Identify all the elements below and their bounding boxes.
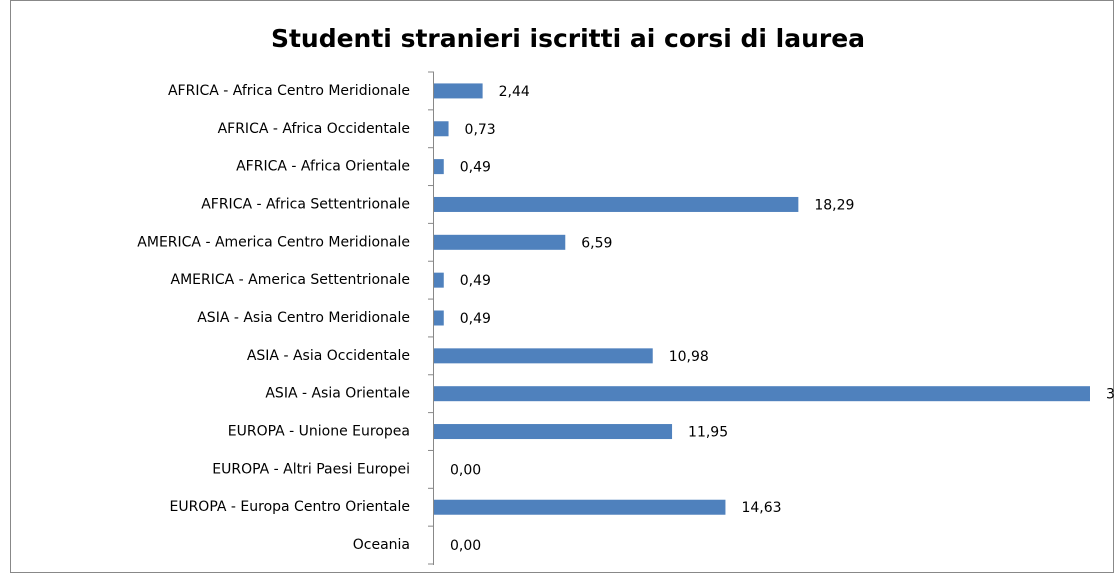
y-tick-label: EUROPA - Europa Centro Orientale xyxy=(169,499,410,515)
chart-title: Studenti stranieri iscritti ai corsi di … xyxy=(271,24,865,53)
y-tick-label: AMERICA - America Settentrionale xyxy=(171,272,410,288)
bar xyxy=(434,499,726,515)
value-label: 0,00 xyxy=(450,538,481,554)
y-tick-label: Oceania xyxy=(353,537,410,553)
value-label: 0,49 xyxy=(460,160,491,176)
value-label: 32,93 xyxy=(1106,387,1115,403)
y-tick-label: AFRICA - Africa Occidentale xyxy=(218,121,410,137)
value-label: 11,95 xyxy=(688,425,728,441)
y-tick-label: AMERICA - America Centro Meridionale xyxy=(137,234,410,250)
bar xyxy=(434,272,444,288)
bar xyxy=(434,310,444,326)
value-label: 18,29 xyxy=(814,197,854,213)
y-tick-label: EUROPA - Unione Europea xyxy=(228,424,410,440)
y-tick-label: EUROPA - Altri Paesi Europei xyxy=(212,461,410,477)
y-tick-label: AFRICA - Africa Orientale xyxy=(236,159,410,175)
value-label: 0,00 xyxy=(450,462,481,478)
y-tick-label: ASIA - Asia Occidentale xyxy=(247,348,410,364)
chart-border xyxy=(10,0,1114,573)
bar xyxy=(434,234,566,250)
y-tick-label: ASIA - Asia Orientale xyxy=(265,386,410,402)
bar xyxy=(434,121,449,137)
value-label: 0,49 xyxy=(460,311,491,327)
bar xyxy=(434,386,1090,402)
bar xyxy=(434,348,653,364)
bar xyxy=(434,196,799,212)
bar xyxy=(434,424,673,440)
y-tick-label: AFRICA - Africa Centro Meridionale xyxy=(168,83,410,99)
value-label: 0,49 xyxy=(460,273,491,289)
value-label: 10,98 xyxy=(669,349,709,365)
value-label: 0,73 xyxy=(465,122,496,138)
y-tick-label: ASIA - Asia Centro Meridionale xyxy=(197,310,410,326)
value-label: 14,63 xyxy=(741,500,781,516)
value-label: 6,59 xyxy=(581,235,612,251)
value-label: 2,44 xyxy=(499,84,530,100)
bar xyxy=(434,83,483,99)
bar xyxy=(434,159,444,175)
y-tick-label: AFRICA - Africa Settentrionale xyxy=(201,196,410,212)
